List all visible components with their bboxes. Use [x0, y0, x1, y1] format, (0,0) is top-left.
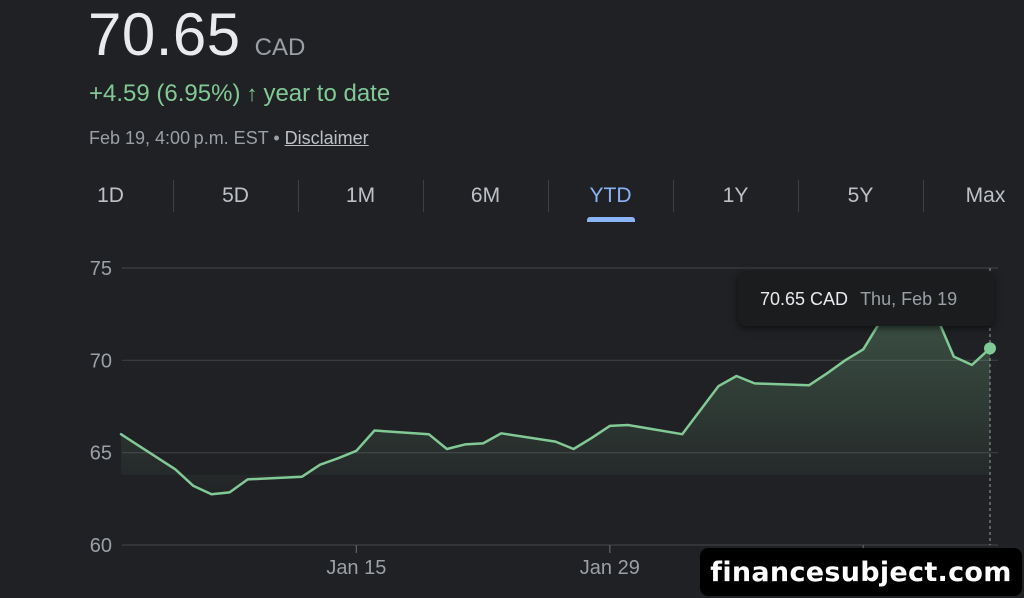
- y-tick-label: 65: [90, 443, 112, 465]
- last-point-marker: [984, 342, 996, 355]
- tooltip-value: 70.65 CAD: [760, 288, 849, 309]
- tab-label: 5Y: [847, 184, 874, 207]
- active-tab-indicator: [586, 217, 635, 222]
- tab-1d[interactable]: 1D: [48, 172, 173, 220]
- tab-label: 6M: [470, 184, 501, 207]
- disclaimer-link[interactable]: Disclaimer: [284, 128, 369, 148]
- tab-label: Max: [965, 184, 1006, 207]
- tooltip-date: Thu, Feb 19: [860, 288, 958, 309]
- tab-5y[interactable]: 5Y: [798, 172, 923, 220]
- timestamp-text: Feb 19, 4:00 p.m. EST •: [89, 128, 285, 148]
- y-tick-label: 70: [90, 350, 112, 372]
- chart-tooltip: 70.65 CAD Thu, Feb 19: [738, 272, 994, 326]
- tab-1m[interactable]: 1M: [298, 172, 423, 220]
- series-line: [119, 312, 992, 496]
- change-value: +4.59 (6.95%): [89, 80, 241, 107]
- currency-label: CAD: [254, 34, 306, 61]
- tab-max[interactable]: Max: [923, 172, 1024, 220]
- tab-label: 1M: [345, 184, 376, 207]
- x-tick-label: Jan 15: [326, 557, 386, 579]
- tab-label: 1D: [97, 184, 124, 207]
- tab-1y[interactable]: 1Y: [673, 172, 798, 220]
- current-price: 70.65: [88, 1, 241, 68]
- tab-ytd[interactable]: YTD: [548, 172, 673, 222]
- y-tick-label: 60: [90, 535, 112, 557]
- price-change: +4.59 (6.95%) ↑ year to date: [89, 80, 390, 108]
- tab-label: 5D: [222, 184, 249, 207]
- tab-6m[interactable]: 6M: [423, 172, 548, 220]
- tab-label: YTD: [589, 184, 632, 207]
- quote-timestamp: Feb 19, 4:00 p.m. EST • Disclaimer: [89, 128, 369, 149]
- tab-label: 1Y: [722, 184, 749, 207]
- arrow-up-icon: ↑: [246, 81, 258, 106]
- watermark-label: financesubject.com: [700, 548, 1022, 596]
- y-tick-label: 75: [90, 258, 112, 280]
- tab-5d[interactable]: 5D: [173, 172, 298, 220]
- x-tick-label: Jan 29: [580, 557, 640, 579]
- change-period: year to date: [263, 80, 391, 107]
- price-header: 70.65 CAD: [88, 0, 305, 70]
- range-tabs: 1D 5D 1M 6M YTD 1Y 5Y Max: [48, 172, 1024, 222]
- series-area: [121, 314, 990, 495]
